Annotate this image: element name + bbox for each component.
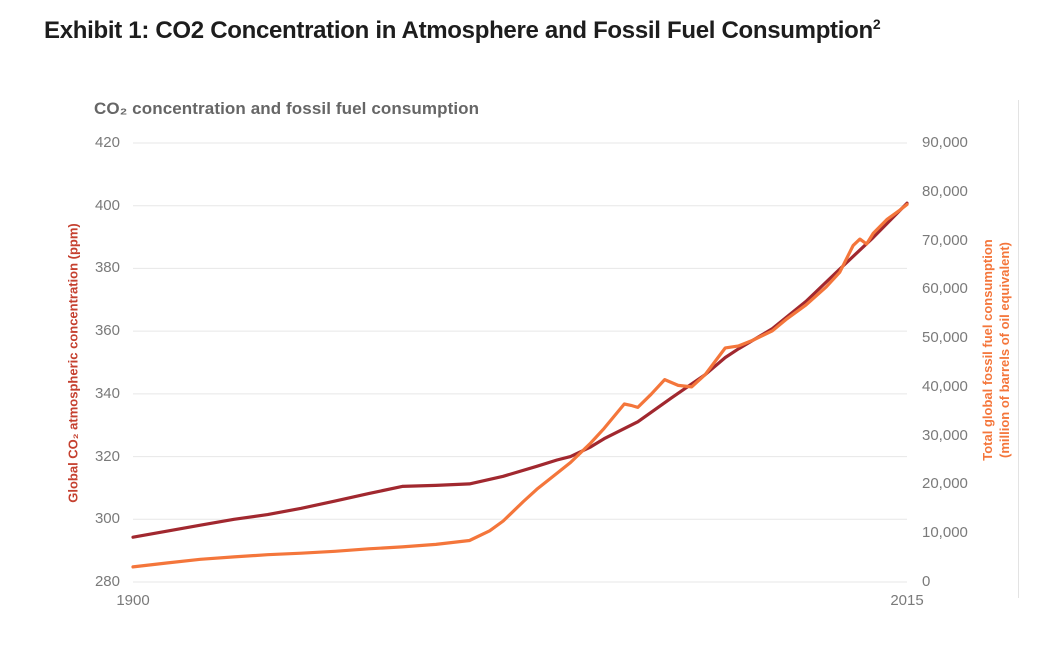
chart-title: CO₂ concentration and fossil fuel consum… (94, 99, 480, 118)
y-right-tick-label: 10,000 (922, 524, 968, 542)
y-axis-right-label-line2: (million of barrels of oil equivalent) (997, 242, 1012, 458)
y-right-tick-label: 50,000 (922, 329, 968, 347)
y-right-tick-label: 90,000 (922, 134, 968, 151)
y-left-tick-label: 420 (94, 134, 120, 151)
y-right-tick-label: 30,000 (922, 426, 968, 444)
exhibit-title-text: Exhibit 1: CO2 Concentration in Atmosphe… (44, 17, 873, 44)
y-right-tick-label: 60,000 (922, 280, 968, 298)
y-right-tick-label: 20,000 (922, 475, 968, 493)
y-left-tick-label: 360 (94, 322, 120, 340)
y-right-tick-label: 0 (922, 573, 931, 590)
series-line-left (131, 201, 909, 539)
y-left-tick-label: 340 (94, 384, 120, 402)
y-right-tick-label: 70,000 (922, 231, 968, 249)
chart-right-border (1018, 100, 1019, 598)
y-left-tick-label: 320 (94, 447, 120, 465)
y-left-tick-label: 380 (94, 259, 120, 277)
y-left-tick-label: 300 (94, 510, 120, 528)
y-axis-left-label-text: Global CO₂ atmospheric concentration (pp… (65, 222, 81, 503)
y-left-tick-label: 400 (94, 196, 120, 214)
series-line-right (131, 202, 909, 569)
y-axis-right-label-line1: Total global fossil fuel consumption (980, 239, 995, 461)
x-tick-label: 2015 (890, 592, 924, 609)
x-tick-label: 1900 (116, 592, 150, 609)
exhibit-title: Exhibit 1: CO2 Concentration in Atmosphe… (44, 16, 1034, 45)
y-axis-left-label: Global CO₂ atmospheric concentration (pp… (58, 143, 88, 582)
y-left-tick-label: 280 (94, 573, 120, 590)
y-axis-right-label: Total global fossil fuel consumption (mi… (972, 150, 1020, 550)
y-axis-right-label-text: Total global fossil fuel consumption (mi… (979, 239, 1013, 460)
y-right-tick-label: 80,000 (922, 182, 968, 200)
exhibit-title-footnote-ref: 2 (872, 16, 881, 32)
y-right-tick-label: 40,000 (922, 377, 968, 395)
